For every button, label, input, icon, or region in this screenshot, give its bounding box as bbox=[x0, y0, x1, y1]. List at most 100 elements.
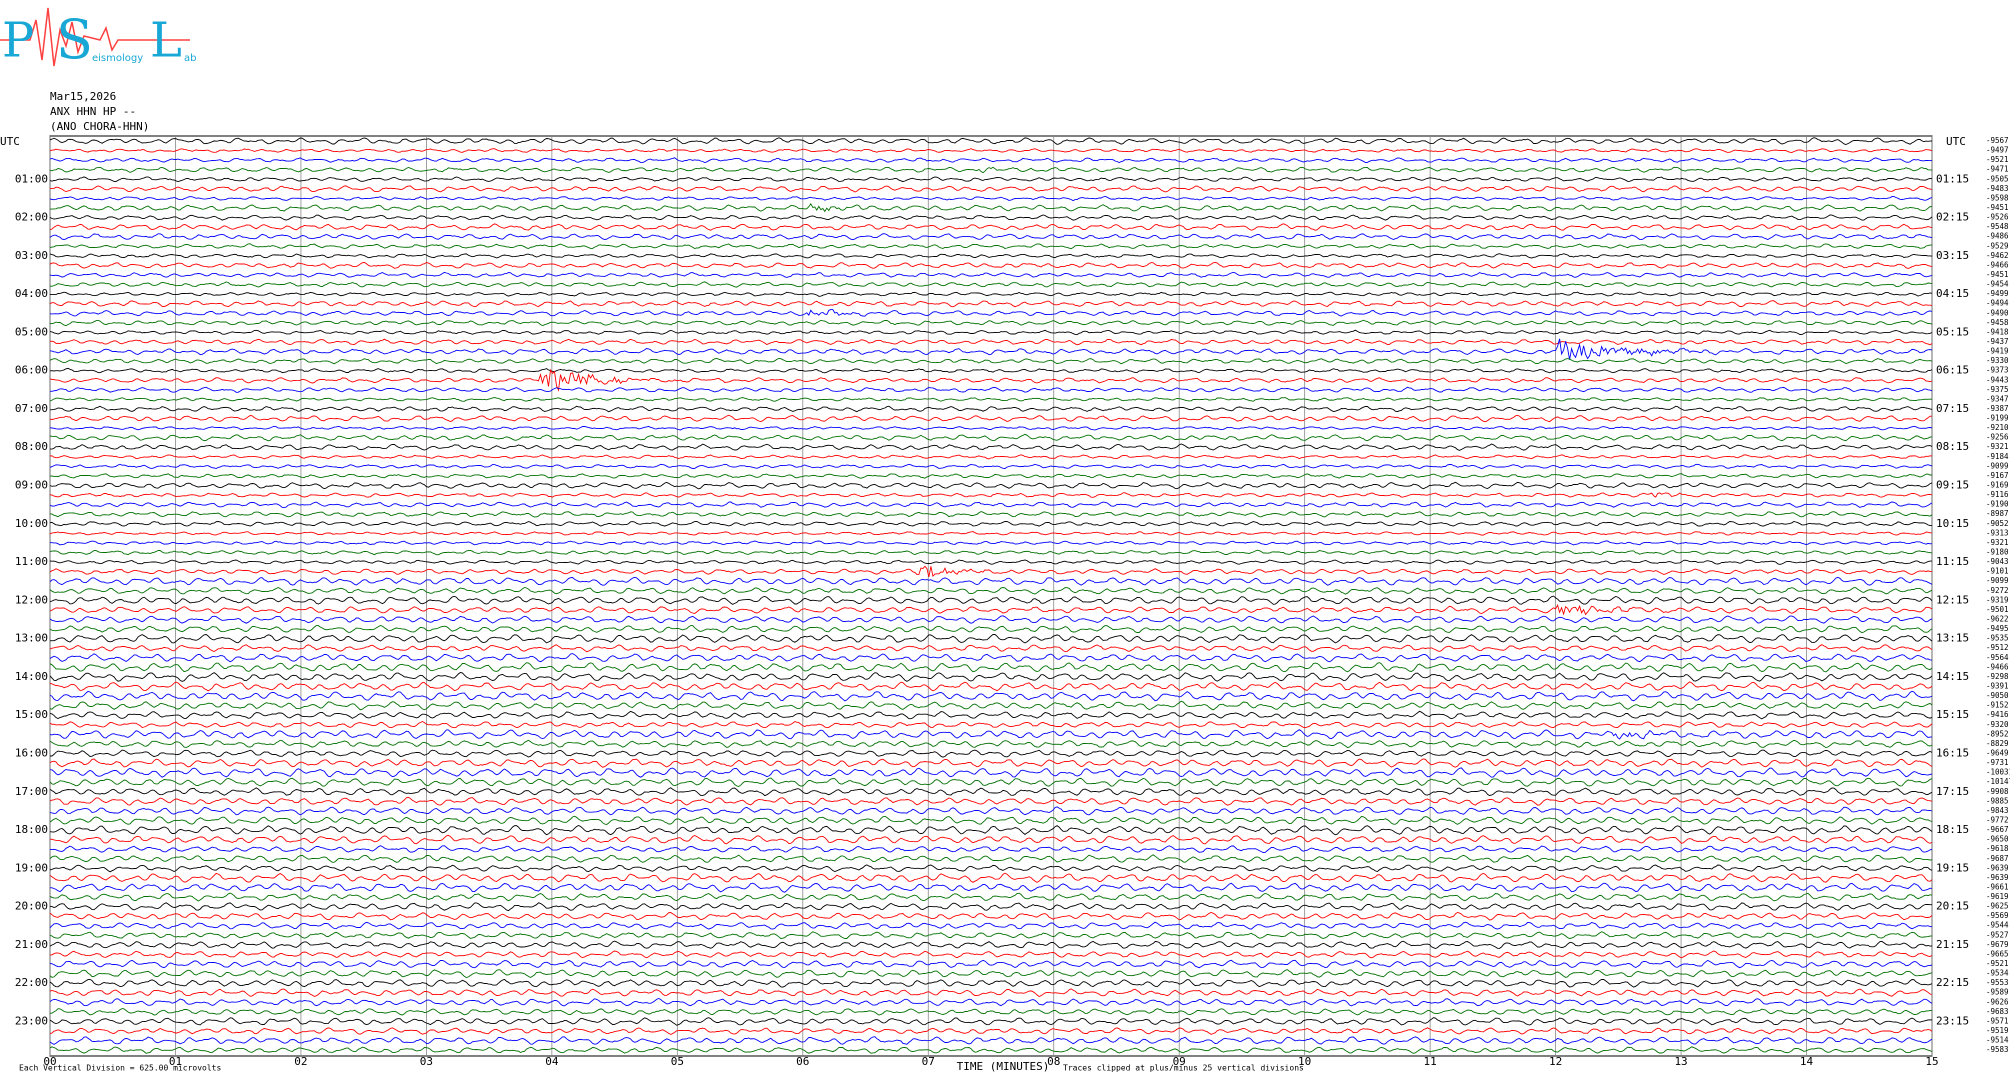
clip-note: Traces clipped at plus/minus 25 vertical… bbox=[1063, 1064, 1304, 1073]
hour-label-right: 02:15 bbox=[1936, 211, 1969, 224]
trace-offset: -9272 bbox=[1986, 586, 2009, 595]
trace-offset: -9598 bbox=[1986, 193, 2009, 202]
trace bbox=[49, 586, 1933, 595]
trace-offset: -9772 bbox=[1986, 815, 2009, 824]
trace-offset: -9625 bbox=[1986, 902, 2009, 911]
traces bbox=[49, 137, 1933, 1054]
trace bbox=[50, 386, 1933, 393]
trace bbox=[49, 690, 1933, 702]
x-axis-title: TIME (MINUTES) bbox=[957, 1060, 1050, 1073]
hour-label-left: 20:00 bbox=[15, 900, 48, 913]
trace-offset: -9101 bbox=[1986, 567, 2009, 576]
trace bbox=[49, 271, 1933, 278]
trace bbox=[49, 511, 1933, 518]
trace-offset: -9043 bbox=[1986, 557, 2009, 566]
trace bbox=[49, 1036, 1933, 1045]
trace bbox=[49, 405, 1933, 413]
trace bbox=[49, 531, 1933, 536]
logo: P S L eismology ab bbox=[0, 7, 196, 71]
trace bbox=[49, 854, 1933, 863]
trace-offset: -9553 bbox=[1986, 978, 2009, 987]
trace-offset: -9571 bbox=[1986, 1016, 2009, 1025]
hour-label-left: 21:00 bbox=[15, 938, 48, 951]
trace bbox=[49, 1027, 1933, 1035]
trace-offset: -9486 bbox=[1986, 232, 2009, 241]
trace-offset: -9494 bbox=[1986, 299, 2009, 308]
hour-label-right: 16:15 bbox=[1936, 746, 1969, 759]
trace bbox=[49, 233, 1933, 241]
trace bbox=[49, 559, 1932, 565]
trace bbox=[49, 309, 1933, 317]
hour-label-left: 17:00 bbox=[15, 785, 48, 798]
trace-offset: -9618 bbox=[1986, 844, 2009, 853]
trace-offset: -9167 bbox=[1986, 471, 2009, 480]
trace-offset: -9418 bbox=[1986, 327, 2009, 336]
trace-offset: -9569 bbox=[1986, 911, 2009, 920]
trace bbox=[49, 710, 1933, 720]
utc-left: UTC bbox=[0, 135, 20, 148]
x-tick-label: 08 bbox=[1047, 1055, 1060, 1068]
trace-offset: -9387 bbox=[1986, 404, 2009, 413]
hour-label-left: 01:00 bbox=[15, 172, 48, 185]
trace bbox=[49, 872, 1933, 883]
trace bbox=[49, 950, 1933, 959]
trace-offset: -9373 bbox=[1986, 366, 2009, 375]
logo-small: ab bbox=[184, 53, 196, 64]
trace bbox=[49, 368, 1933, 392]
trace bbox=[49, 777, 1933, 787]
trace bbox=[49, 604, 1933, 616]
trace bbox=[49, 214, 1933, 221]
hour-label-right: 22:15 bbox=[1936, 976, 1969, 989]
trace-offset: -9451 bbox=[1986, 270, 2009, 279]
trace bbox=[49, 959, 1933, 969]
trace-offset: -9458 bbox=[1986, 318, 2009, 327]
trace-offset: -9321 bbox=[1986, 538, 2009, 547]
hour-label-right: 11:15 bbox=[1936, 555, 1969, 568]
logo-letter: P bbox=[2, 13, 34, 69]
hour-label-left: 10:00 bbox=[15, 517, 48, 530]
trace-offset: -8829 bbox=[1986, 739, 2009, 748]
trace bbox=[49, 148, 1933, 153]
trace bbox=[49, 796, 1933, 806]
trace-offset: -9152 bbox=[1986, 701, 2009, 710]
x-tick-label: 10 bbox=[1298, 1055, 1311, 1068]
trace bbox=[49, 787, 1933, 797]
trace bbox=[49, 243, 1933, 250]
trace bbox=[49, 454, 1933, 460]
trace-offset: -9583 bbox=[1986, 1045, 2009, 1054]
trace-offset: -9544 bbox=[1986, 921, 2009, 930]
trace bbox=[49, 195, 1933, 202]
hour-label-right: 08:15 bbox=[1936, 440, 1969, 453]
x-tick-label: 12 bbox=[1549, 1055, 1562, 1068]
trace bbox=[49, 882, 1933, 893]
hour-label-right: 18:15 bbox=[1936, 823, 1969, 836]
hour-label-left: 09:00 bbox=[15, 479, 48, 492]
trace-offset: -9298 bbox=[1986, 672, 2009, 681]
trace bbox=[49, 615, 1933, 624]
trace bbox=[49, 319, 1933, 327]
trace-offset: -9099 bbox=[1986, 576, 2009, 585]
trace bbox=[50, 443, 1933, 451]
hour-label-left: 04:00 bbox=[15, 287, 48, 300]
trace bbox=[49, 329, 1933, 336]
hour-label-left: 07:00 bbox=[15, 402, 48, 415]
trace bbox=[49, 625, 1933, 634]
trace bbox=[49, 1008, 1933, 1016]
logo-wave bbox=[0, 7, 190, 67]
hour-label-right: 04:15 bbox=[1936, 287, 1969, 300]
hour-label-right: 06:15 bbox=[1936, 364, 1969, 377]
trace-offset: -9567 bbox=[1986, 136, 2009, 145]
trace-offset: -9462 bbox=[1986, 251, 2009, 260]
trace-offset: -9529 bbox=[1986, 241, 2009, 250]
trace bbox=[49, 834, 1933, 845]
trace bbox=[49, 166, 1933, 174]
trace-offset: -9535 bbox=[1986, 634, 2009, 643]
hour-label-right: 14:15 bbox=[1936, 670, 1969, 683]
trace bbox=[49, 473, 1932, 479]
location: (ANO CHORA-HHN) bbox=[50, 120, 149, 133]
trace bbox=[49, 864, 1933, 873]
trace-offset: -9501 bbox=[1986, 605, 2009, 614]
trace bbox=[49, 978, 1933, 988]
trace bbox=[49, 681, 1933, 692]
trace-offset: -8987 bbox=[1986, 509, 2009, 518]
